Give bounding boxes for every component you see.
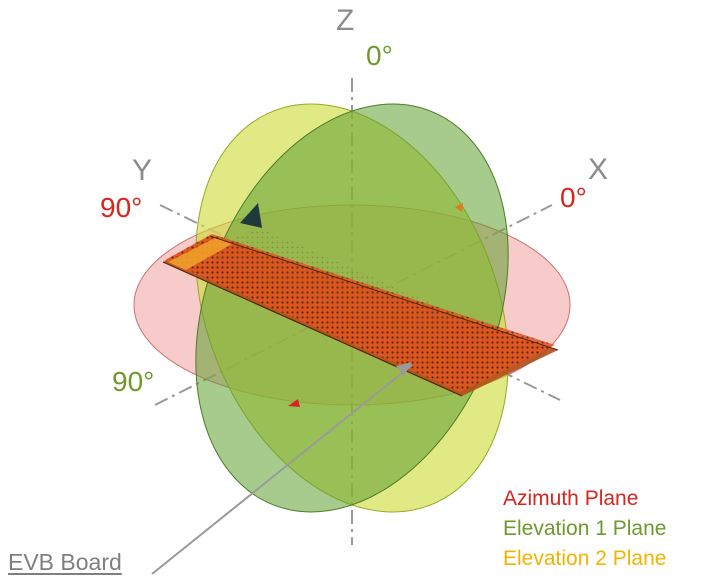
z-axis-label: Z	[336, 4, 355, 37]
x-axis-marker-icon	[455, 203, 463, 212]
azimuth-marker-icon	[288, 399, 300, 407]
y-axis-arrow-icon	[240, 203, 262, 228]
legend-elevation-2: Elevation 2 Plane	[503, 547, 667, 570]
legend: Azimuth Plane Elevation 1 Plane Elevatio…	[503, 484, 666, 574]
elevation-ninety-angle-label: 90°	[112, 366, 155, 397]
x-zero-angle-label: 0°	[560, 182, 587, 213]
evb-pointer-line	[151, 364, 413, 575]
evb-pointer-arrow-icon	[396, 362, 412, 376]
legend-elevation-1: Elevation 1 Plane	[503, 517, 667, 540]
x-axis-label: X	[588, 153, 609, 186]
y-ninety-angle-label: 90°	[100, 192, 143, 223]
evb-board-label: EVB Board	[8, 549, 122, 575]
evb-board	[162, 228, 559, 397]
z-zero-angle-label: 0°	[366, 40, 393, 71]
legend-azimuth: Azimuth Plane	[503, 487, 639, 510]
y-axis-label: Y	[132, 154, 153, 187]
